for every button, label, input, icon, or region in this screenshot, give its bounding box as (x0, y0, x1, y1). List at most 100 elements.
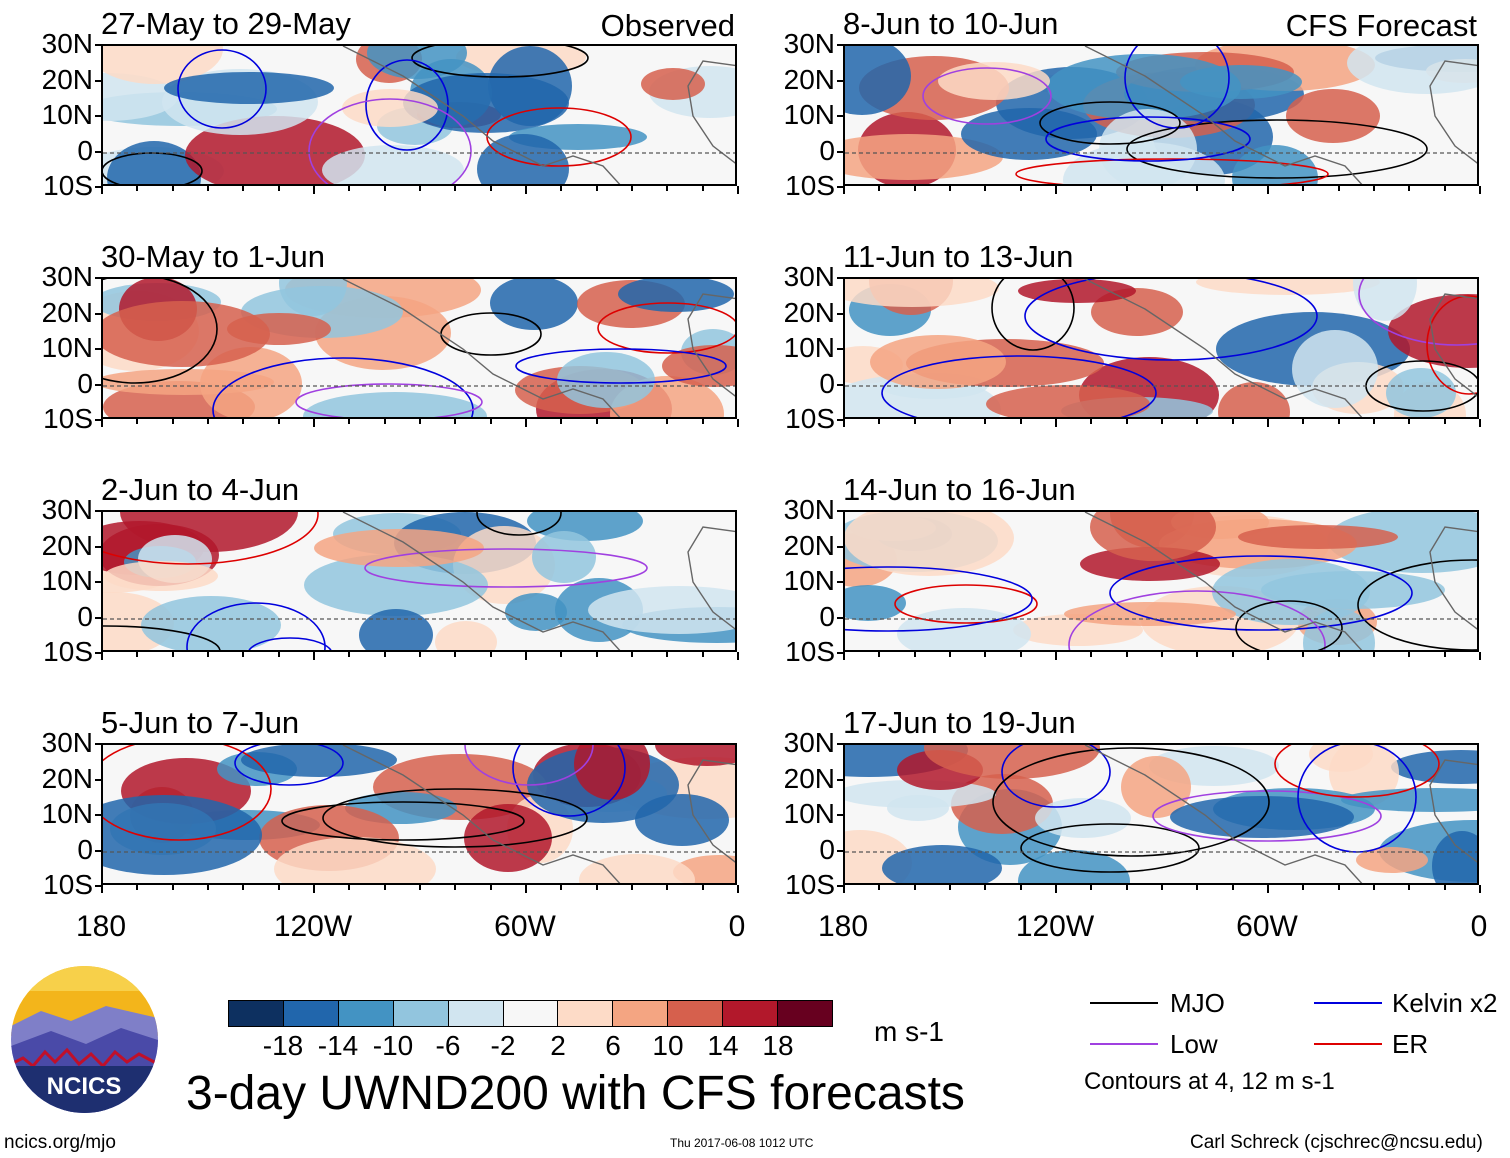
x-tick (419, 419, 421, 424)
x-tick (171, 652, 174, 657)
x-axis-label: 0 (1470, 910, 1488, 943)
y-tick (95, 79, 101, 82)
y-tick (837, 186, 843, 188)
x-axis-label: 0 (728, 910, 746, 943)
y-tick (95, 186, 101, 188)
y-axis-label: 10N (41, 332, 93, 363)
x-tick (595, 419, 598, 424)
y-tick (95, 814, 101, 816)
x-tick (136, 885, 139, 890)
x-tick (525, 419, 527, 427)
x-tick (1019, 419, 1022, 424)
x-tick (1055, 652, 1057, 660)
legend-low-line (1090, 1043, 1158, 1045)
x-tick (631, 885, 633, 890)
x-tick (1302, 885, 1305, 890)
x-tick (1125, 186, 1128, 191)
y-axis-label: 30N (783, 727, 835, 758)
x-tick (419, 186, 421, 191)
x-tick (1443, 652, 1446, 657)
figure-title: 3-day UWND200 with CFS forecasts (186, 1067, 965, 1120)
colorbar-tick-label: -6 (435, 1030, 461, 1061)
x-tick (277, 885, 280, 890)
y-tick (837, 115, 843, 117)
x-tick (843, 419, 845, 427)
x-tick (701, 652, 704, 657)
x-tick (843, 885, 845, 893)
x-tick (913, 652, 916, 657)
y-tick (837, 510, 843, 512)
x-tick (489, 419, 492, 424)
y-tick (95, 312, 101, 315)
y-axis-label: 10S (785, 403, 835, 434)
x-tick (1337, 186, 1340, 191)
x-tick (949, 652, 951, 657)
x-tick (136, 419, 139, 424)
legend-mjo-line (1090, 1002, 1158, 1004)
x-tick (878, 419, 881, 424)
x-tick (1196, 652, 1199, 657)
x-tick (737, 186, 739, 194)
colorbar-swatch (778, 1001, 832, 1026)
y-axis-label: 0 (819, 600, 835, 632)
x-tick (913, 186, 916, 191)
x-tick (1479, 652, 1481, 660)
y-tick (95, 115, 101, 117)
x-tick (913, 885, 916, 890)
colorbar-swatch (448, 1001, 504, 1026)
colorbar-swatch (668, 1001, 724, 1026)
y-axis-label: 10N (41, 99, 93, 130)
x-tick (1408, 186, 1411, 191)
x-tick (1337, 885, 1340, 890)
x-tick (207, 186, 209, 191)
x-tick (1231, 186, 1234, 191)
x-tick (1267, 885, 1269, 893)
x-tick (525, 186, 527, 194)
x-tick (277, 419, 280, 424)
y-axis-label: 10N (783, 565, 835, 596)
y-axis-label: 10N (783, 99, 835, 130)
x-axis-label: 60W (1236, 910, 1298, 943)
map-panel (843, 44, 1479, 186)
x-tick (949, 419, 951, 424)
forecast-label: CFS Forecast (1285, 8, 1477, 43)
y-tick (95, 616, 101, 619)
colorbar-swatch (613, 1001, 669, 1026)
x-tick (101, 885, 103, 893)
x-tick (1337, 419, 1340, 424)
map-panel (843, 510, 1479, 652)
footer-url[interactable]: ncics.org/mjo (4, 1132, 116, 1153)
footer-timestamp: Thu 2017-06-08 1012 UTC (670, 1136, 814, 1150)
y-axis-label: 20N (41, 296, 93, 328)
x-tick (454, 186, 457, 191)
y-tick (837, 885, 843, 887)
y-axis-label: 30N (783, 28, 835, 59)
colorbar-swatch (723, 1001, 779, 1026)
x-tick (383, 885, 386, 890)
y-axis-label: 30N (783, 261, 835, 292)
x-tick (913, 419, 916, 424)
y-axis-label: 10S (43, 869, 93, 900)
x-tick (1267, 419, 1269, 427)
x-tick (1196, 419, 1199, 424)
colorbar-tick-label: -10 (372, 1030, 414, 1061)
legend-er-label: ER (1392, 1029, 1429, 1059)
x-tick (666, 186, 669, 191)
x-tick (101, 186, 103, 194)
x-tick (631, 652, 633, 657)
x-tick (878, 186, 881, 191)
y-tick (95, 348, 101, 350)
x-tick (454, 885, 457, 890)
colorbar-tick-label: 2 (550, 1030, 566, 1061)
colorbar-swatch (558, 1001, 614, 1026)
x-tick (1479, 419, 1481, 427)
y-tick (95, 510, 101, 512)
x-tick (878, 652, 881, 657)
x-tick (560, 186, 563, 191)
x-tick (1337, 652, 1340, 657)
map-panel (843, 277, 1479, 419)
y-axis-label: 0 (819, 833, 835, 865)
x-tick (1055, 186, 1057, 194)
x-tick (419, 885, 421, 890)
colorbar-tick-label: -14 (317, 1030, 359, 1061)
